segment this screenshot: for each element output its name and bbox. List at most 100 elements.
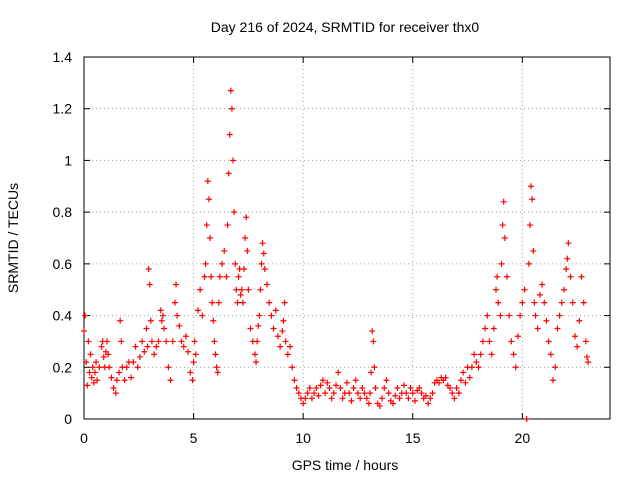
data-point	[209, 299, 216, 306]
data-point	[86, 369, 93, 376]
data-point	[204, 178, 211, 185]
data-point	[210, 317, 217, 324]
data-point	[552, 364, 559, 371]
data-point	[113, 377, 120, 384]
axis-ticks: 0 0.2 0.4 0.6 0.8 1 1.2 1.4 0 5 10 15 20	[53, 49, 610, 446]
data-point	[233, 286, 240, 293]
data-point	[495, 299, 502, 306]
data-point	[213, 364, 220, 371]
data-point	[510, 351, 517, 358]
data-point	[212, 351, 219, 358]
data-point	[227, 87, 234, 94]
plot-frame	[83, 56, 611, 420]
data-point	[558, 299, 565, 306]
data-point	[203, 222, 210, 229]
chart-title: Day 216 of 2024, SRMTID for receiver thx…	[211, 19, 480, 35]
data-point	[447, 384, 454, 391]
data-point	[500, 198, 507, 205]
data-point	[293, 384, 300, 391]
y-tick-label: 1	[64, 152, 72, 168]
data-point	[130, 359, 137, 366]
data-point	[583, 353, 590, 360]
data-point	[475, 364, 482, 371]
data-point	[282, 338, 289, 345]
data-point	[462, 379, 469, 386]
data-point	[337, 384, 344, 391]
data-point	[264, 281, 271, 288]
data-point	[157, 307, 164, 314]
data-point	[365, 400, 372, 407]
x-tick-label: 0	[80, 430, 88, 446]
data-point	[121, 377, 128, 384]
data-point	[139, 338, 146, 345]
data-point	[508, 338, 515, 345]
data-point	[284, 351, 291, 358]
data-point	[253, 359, 260, 366]
data-point	[372, 384, 379, 391]
data-point	[436, 379, 443, 386]
data-point	[376, 403, 383, 410]
data-point	[123, 364, 130, 371]
data-point	[173, 281, 180, 288]
data-point	[84, 382, 91, 389]
data-point	[422, 392, 429, 399]
data-point	[110, 384, 117, 391]
data-point	[211, 338, 218, 345]
data-point	[550, 377, 557, 384]
data-point	[146, 281, 153, 288]
data-point	[418, 390, 425, 397]
data-point	[346, 390, 353, 397]
data-point	[82, 312, 89, 319]
data-point	[235, 273, 242, 280]
data-point	[202, 260, 209, 267]
data-point	[486, 338, 493, 345]
data-point	[231, 209, 238, 216]
data-point	[260, 250, 267, 257]
data-point	[335, 369, 342, 376]
x-tick-label: 5	[190, 430, 198, 446]
data-point	[216, 273, 223, 280]
data-point	[311, 390, 318, 397]
x-tick-label: 10	[295, 430, 311, 446]
data-point	[251, 351, 258, 358]
data-point	[208, 273, 215, 280]
data-point	[403, 390, 410, 397]
data-point	[396, 395, 403, 402]
data-point	[498, 260, 505, 267]
data-point	[379, 395, 386, 402]
data-point	[171, 299, 178, 306]
data-point	[493, 286, 500, 293]
data-point	[405, 395, 412, 402]
x-tick-label: 15	[405, 430, 421, 446]
data-point	[400, 382, 407, 389]
data-point	[352, 377, 359, 384]
data-point	[194, 307, 201, 314]
data-point	[182, 333, 189, 340]
data-point	[532, 312, 539, 319]
data-point	[494, 273, 501, 280]
data-point	[306, 384, 313, 391]
data-point	[416, 384, 423, 391]
data-point	[287, 343, 294, 350]
data-point	[94, 377, 101, 384]
data-point	[223, 273, 230, 280]
data-point	[541, 299, 548, 306]
data-point	[201, 273, 208, 280]
data-point	[226, 131, 233, 138]
data-point	[81, 328, 87, 335]
data-point	[118, 338, 125, 345]
data-point	[153, 343, 160, 350]
data-point	[300, 400, 307, 407]
x-axis-label: GPS time / hours	[292, 457, 399, 473]
data-point	[427, 395, 434, 402]
data-point	[361, 390, 368, 397]
data-point	[521, 286, 528, 293]
data-point	[333, 382, 340, 389]
y-tick-label: 0.4	[53, 308, 73, 324]
data-point	[169, 338, 176, 345]
data-point	[185, 348, 192, 355]
data-point	[247, 325, 254, 332]
data-point	[407, 384, 414, 391]
data-point	[270, 325, 277, 332]
